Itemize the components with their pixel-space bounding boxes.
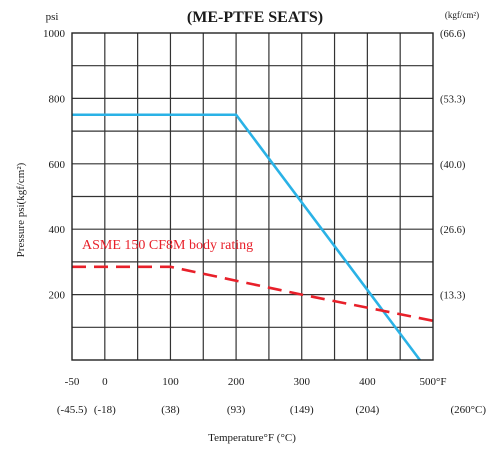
x-tick-label-celsius: (204) bbox=[355, 404, 379, 416]
x-tick-label: 300 bbox=[293, 376, 310, 388]
left-unit-label: psi bbox=[46, 11, 59, 23]
y-tick-label-right: (26.6) bbox=[440, 225, 466, 236]
y-tick-label: 400 bbox=[49, 224, 66, 236]
y-axis-label: Pressure psi(kgf/cm²) bbox=[15, 162, 27, 257]
right-unit-label: (kgf/cm²) bbox=[445, 10, 479, 20]
y-tick-label-right: (66.6) bbox=[440, 29, 466, 40]
x-tick-label-celsius: (260°C) bbox=[450, 404, 486, 416]
x-tick-label-celsius: (-18) bbox=[94, 404, 116, 416]
tick-labels: 2004006008001000(13.3)(26.6)(40.0)(53.3)… bbox=[43, 28, 486, 416]
series-group bbox=[72, 113, 434, 361]
x-axis-label: Temperature°F (°C) bbox=[208, 432, 296, 444]
x-tick-label: 500°F bbox=[419, 376, 446, 388]
x-tick-label: 400 bbox=[359, 376, 376, 388]
x-tick-label-celsius: (38) bbox=[161, 404, 180, 416]
series-line-asme-body-rating bbox=[72, 265, 434, 323]
x-tick-label-celsius: (93) bbox=[227, 404, 246, 416]
grid bbox=[72, 33, 433, 360]
y-tick-label: 800 bbox=[49, 93, 66, 105]
y-tick-label: 200 bbox=[49, 290, 66, 302]
annotation-asme-rating: ASME 150 CF8M body rating bbox=[82, 238, 253, 253]
y-tick-label: 1000 bbox=[43, 28, 66, 40]
series-line-ptfe-seat-rating bbox=[72, 113, 421, 361]
y-tick-label-right: (40.0) bbox=[440, 160, 466, 171]
chart-title: (ME-PTFE SEATS) bbox=[187, 9, 323, 26]
x-tick-label: -50 bbox=[65, 376, 80, 388]
y-tick-label: 600 bbox=[49, 159, 66, 171]
plot-frame bbox=[71, 32, 434, 361]
y-tick-label-right: (13.3) bbox=[440, 291, 466, 302]
y-tick-label-right: (53.3) bbox=[440, 94, 466, 105]
x-tick-label: 0 bbox=[102, 376, 108, 388]
x-tick-label-celsius: (-45.5) bbox=[57, 404, 88, 416]
x-tick-label: 100 bbox=[162, 376, 179, 388]
x-tick-label: 200 bbox=[228, 376, 245, 388]
x-tick-label-celsius: (149) bbox=[290, 404, 314, 416]
